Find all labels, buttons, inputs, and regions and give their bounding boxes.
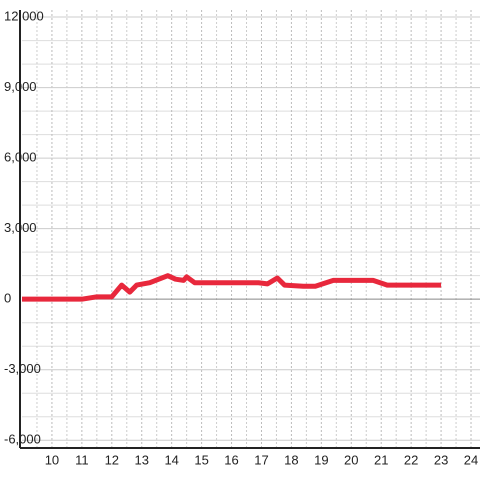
x-tick-label: 10 xyxy=(45,452,59,467)
x-tick-label: 24 xyxy=(464,452,478,467)
x-tick-label: 19 xyxy=(314,452,328,467)
x-tick-label: 16 xyxy=(224,452,238,467)
x-tick-label: 21 xyxy=(374,452,388,467)
y-tick-label: -3,000 xyxy=(4,361,41,376)
y-tick-label: 12,000 xyxy=(4,8,44,23)
x-tick-label: 14 xyxy=(164,452,178,467)
y-tick-label: -6,000 xyxy=(4,432,41,447)
y-tick-label: 0 xyxy=(4,291,11,306)
x-tick-label: 15 xyxy=(194,452,208,467)
y-tick-label: 3,000 xyxy=(4,220,37,235)
x-tick-label: 17 xyxy=(254,452,268,467)
y-tick-label: 9,000 xyxy=(4,79,37,94)
x-tick-label: 18 xyxy=(284,452,298,467)
y-tick-label: 6,000 xyxy=(4,150,37,165)
x-tick-label: 20 xyxy=(344,452,358,467)
x-tick-label: 12 xyxy=(105,452,119,467)
x-tick-label: 11 xyxy=(75,452,89,467)
x-tick-label: 13 xyxy=(135,452,149,467)
series-line xyxy=(22,273,442,302)
x-tick-label: 22 xyxy=(404,452,418,467)
x-tick-label: 23 xyxy=(434,452,448,467)
